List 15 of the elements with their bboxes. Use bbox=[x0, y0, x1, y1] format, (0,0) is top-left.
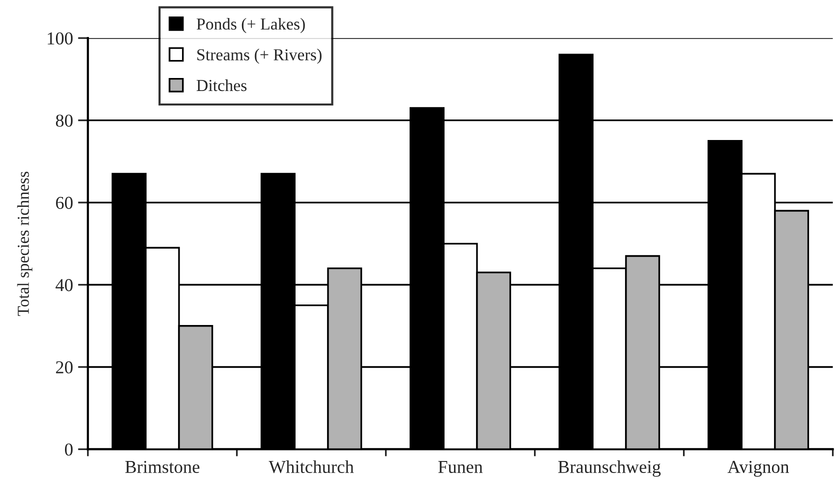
x-tick-label: Brimstone bbox=[125, 460, 200, 474]
x-tick-label: Avignon bbox=[728, 460, 789, 477]
y-tick-label: 60 bbox=[56, 196, 73, 209]
y-axis-title: Total species richness bbox=[17, 172, 32, 316]
legend-label: Streams (+ Rivers) bbox=[197, 48, 322, 64]
x-tick-label: Whitchurch bbox=[268, 460, 354, 474]
x-tick-label: Braunschweig bbox=[558, 460, 661, 477]
legend-label: Ditches bbox=[196, 79, 247, 92]
y-tick-label: 20 bbox=[56, 361, 73, 374]
y-tick-label: 80 bbox=[56, 114, 73, 127]
y-tick-label: 40 bbox=[56, 279, 73, 292]
y-tick-label: 0 bbox=[64, 443, 73, 456]
x-tick-label: Funen bbox=[438, 461, 483, 474]
legend-label: Ponds (+ Lakes) bbox=[196, 18, 305, 34]
y-tick-label: 100 bbox=[48, 32, 73, 45]
